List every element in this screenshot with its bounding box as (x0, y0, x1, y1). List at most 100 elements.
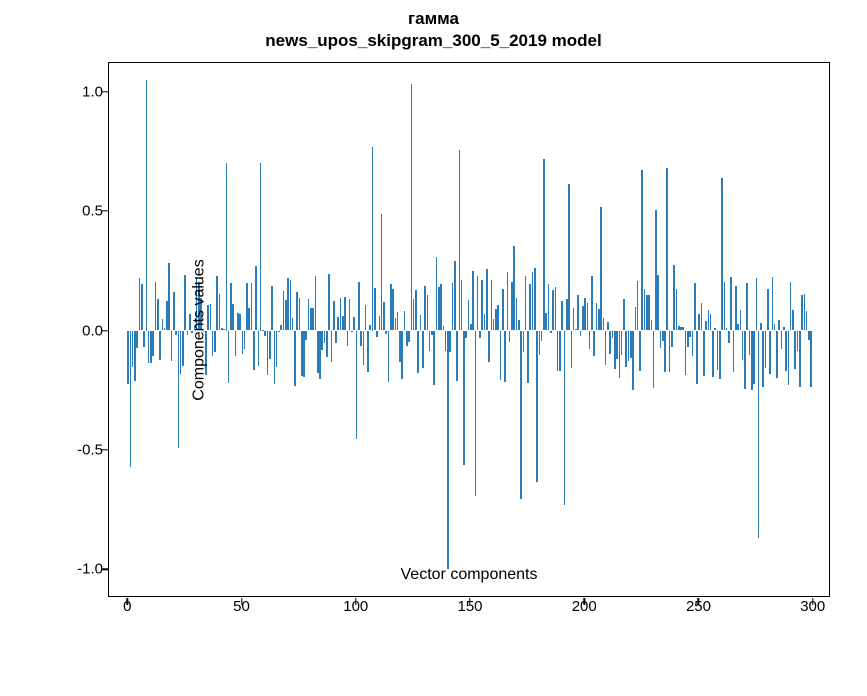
bar-component-137 (440, 284, 442, 331)
bar-component-271 (746, 283, 748, 331)
bar-component-14 (159, 331, 161, 361)
bar-component-182 (543, 159, 545, 331)
bar-component-44 (228, 331, 230, 383)
bar-component-294 (799, 331, 801, 387)
bar-component-58 (260, 163, 262, 330)
bar-component-99 (353, 317, 355, 330)
bar-component-276 (758, 331, 760, 539)
bar-component-265 (733, 331, 735, 372)
bar-component-251 (701, 303, 703, 331)
bar-component-4 (136, 331, 138, 348)
bar-component-270 (744, 331, 746, 389)
bar-component-185 (550, 331, 552, 334)
y-tick-label-0.5: 0.5 (67, 203, 103, 220)
bar-component-164 (502, 289, 504, 330)
x-tick-label-150: 150 (457, 598, 482, 615)
y-tick-label--1: -1.0 (67, 561, 103, 578)
bar-component-167 (509, 331, 511, 343)
bar-component-72 (292, 318, 294, 331)
bar-component-54 (251, 283, 253, 330)
bar-component-91 (335, 331, 337, 344)
x-tick-label-200: 200 (572, 598, 597, 615)
bar-component-89 (331, 331, 333, 363)
bar-component-143 (454, 261, 456, 330)
bar-component-208 (603, 318, 605, 331)
bar-component-43 (226, 163, 228, 330)
bar-component-224 (639, 331, 641, 372)
bar-component-82 (315, 276, 317, 331)
bar-component-96 (347, 331, 349, 347)
x-tick-label-250: 250 (686, 598, 711, 615)
bar-component-261 (724, 282, 726, 330)
bar-component-230 (653, 331, 655, 389)
bar-component-223 (637, 281, 639, 331)
bar-component-100 (356, 331, 358, 439)
x-axis-label: Vector components (401, 566, 538, 584)
bar-component-108 (374, 288, 376, 330)
bar-component-46 (232, 304, 234, 330)
bar-component-62 (269, 331, 271, 360)
y-tick-mark-0 (102, 330, 109, 331)
bar-component-255 (710, 314, 712, 330)
bar-component-283 (774, 324, 776, 331)
bar-component-285 (778, 320, 780, 330)
bar-component-162 (497, 305, 499, 330)
bar-component-191 (564, 331, 566, 506)
bar-component-6 (141, 284, 143, 330)
bar-component-264 (730, 277, 732, 331)
bar-component-247 (692, 331, 694, 356)
bar-component-26 (187, 331, 189, 336)
bar-component-193 (568, 184, 570, 330)
bar-component-146 (461, 280, 463, 330)
bar-component-171 (518, 320, 520, 331)
bar-component-40 (219, 294, 221, 331)
bar-component-13 (157, 299, 159, 331)
bar-component-275 (756, 278, 758, 330)
bar-component-240 (676, 289, 678, 331)
bar-component-280 (767, 289, 769, 331)
bar-component-152 (475, 331, 477, 497)
bar-component-121 (404, 311, 406, 330)
bars-series (109, 63, 829, 596)
bar-component-131 (427, 295, 429, 330)
x-tick-label-0: 0 (123, 598, 131, 615)
bar-component-189 (559, 331, 561, 371)
bar-component-151 (472, 271, 474, 331)
bar-component-7 (143, 331, 145, 348)
bar-component-203 (591, 276, 593, 330)
bar-component-291 (792, 310, 794, 331)
bar-component-263 (728, 331, 730, 344)
bar-component-66 (278, 331, 280, 332)
bar-component-259 (719, 331, 721, 379)
bar-component-47 (235, 331, 237, 357)
bar-component-11 (152, 331, 154, 356)
bar-component-55 (253, 331, 255, 370)
bar-component-277 (760, 323, 762, 330)
plot-area: -1.0 -0.5 0.0 0.5 1.0 0 50 100 150 200 250 300 Com… (108, 62, 830, 597)
bar-component-236 (666, 168, 668, 330)
chart-subtitle: news_upos_skipgram_300_5_2019 model (0, 30, 867, 52)
bar-component-144 (456, 331, 458, 382)
bar-component-216 (621, 331, 623, 356)
bar-component-221 (632, 331, 634, 391)
chart-titles: гамма news_upos_skipgram_300_5_2019 mode… (0, 8, 867, 52)
y-tick-label--0.5: -0.5 (67, 441, 103, 458)
bar-component-178 (534, 268, 536, 330)
x-tick-label-300: 300 (800, 598, 825, 615)
bar-component-198 (580, 331, 582, 337)
bar-component-88 (328, 274, 330, 330)
bar-component-163 (500, 331, 502, 381)
bar-component-284 (776, 331, 778, 378)
bar-component-201 (587, 303, 589, 331)
bar-component-235 (664, 331, 666, 373)
bar-component-281 (769, 331, 771, 375)
bar-component-123 (408, 331, 410, 343)
bar-component-175 (527, 331, 529, 383)
bar-component-256 (712, 331, 714, 377)
x-tick-label-100: 100 (343, 598, 368, 615)
bar-component-194 (571, 331, 573, 368)
bar-component-172 (520, 331, 522, 499)
bar-component-268 (740, 310, 742, 331)
y-tick-label-1: 1.0 (67, 83, 103, 100)
bar-component-286 (781, 331, 783, 350)
